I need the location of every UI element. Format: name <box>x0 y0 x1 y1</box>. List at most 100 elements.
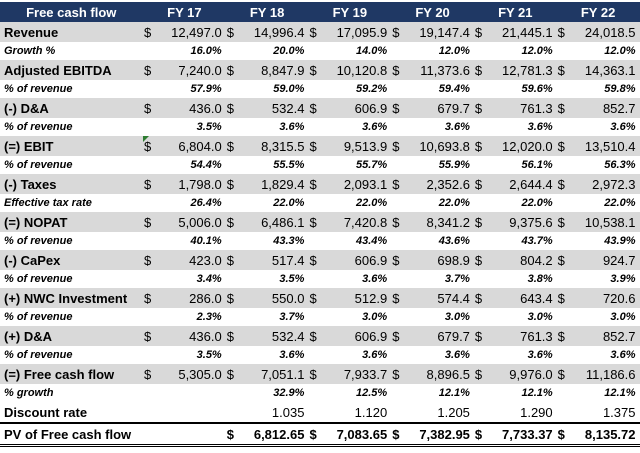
currency-symbol: $ <box>473 136 488 156</box>
cell-value: 8,315.5 <box>238 136 309 156</box>
cell-value: 606.9 <box>321 326 392 346</box>
currency-symbol <box>225 194 239 212</box>
cell-value: 517.4 <box>238 250 309 270</box>
cell-value: 3.6% <box>238 118 309 136</box>
currency-symbol <box>308 270 322 288</box>
currency-symbol: $ <box>391 326 405 346</box>
currency-symbol <box>142 308 157 326</box>
table-row: % of revenue 3.4% 3.5% 3.6% 3.7% 3.8% 3.9% <box>0 270 640 288</box>
cell-value: 32.9% <box>238 384 309 402</box>
cell-value: 43.7% <box>487 232 557 250</box>
cell-value: 14,996.4 <box>238 22 309 42</box>
currency-symbol: $ <box>556 326 570 346</box>
cell-value: 7,382.95 <box>404 422 474 447</box>
cell-value: 13,510.4 <box>569 136 640 156</box>
currency-symbol: $ <box>225 326 239 346</box>
row-label: % of revenue <box>0 346 143 364</box>
year-header: FY 21 <box>473 2 558 22</box>
currency-symbol: $ <box>142 136 157 156</box>
currency-symbol: $ <box>225 288 239 308</box>
cell-value: 59.6% <box>487 80 557 98</box>
currency-symbol: $ <box>308 326 322 346</box>
cell-value: 12.1% <box>569 384 640 402</box>
currency-symbol <box>556 194 570 212</box>
cell-value: 12.0% <box>404 42 474 60</box>
cell-value: 12.1% <box>487 384 557 402</box>
cell-value: 22.0% <box>238 194 309 212</box>
row-label: % of revenue <box>0 80 143 98</box>
currency-symbol <box>473 42 488 60</box>
currency-symbol: $ <box>473 326 488 346</box>
cell-value: 3.6% <box>487 118 557 136</box>
currency-symbol: $ <box>308 22 322 42</box>
cell-value: 3.6% <box>487 346 557 364</box>
currency-symbol <box>308 156 322 174</box>
cell-value: 3.7% <box>238 308 309 326</box>
cell-value: 512.9 <box>321 288 392 308</box>
cell-value: 43.4% <box>321 232 392 250</box>
table-row: % of revenue 3.5% 3.6% 3.6% 3.6% 3.6% 3.6% <box>0 346 640 364</box>
table-row: Adjusted EBITDA $7,240.0 $8,847.9 $10,120.8… <box>0 60 640 80</box>
cell-value: 11,373.6 <box>404 60 474 80</box>
year-header: FY 18 <box>225 2 309 22</box>
currency-symbol <box>473 270 488 288</box>
currency-symbol <box>473 194 488 212</box>
cell-value: 12,020.0 <box>487 136 557 156</box>
currency-symbol: $ <box>391 422 405 447</box>
currency-symbol <box>473 118 488 136</box>
cell-value: 532.4 <box>238 326 309 346</box>
currency-symbol: $ <box>225 60 239 80</box>
currency-symbol: $ <box>556 136 570 156</box>
cell-value: 2,093.1 <box>321 174 392 194</box>
currency-symbol <box>391 384 405 402</box>
cell-value: 12,781.3 <box>487 60 557 80</box>
currency-symbol <box>308 232 322 250</box>
cell-value: 12.1% <box>404 384 474 402</box>
currency-symbol <box>391 80 405 98</box>
row-label: (=) Free cash flow <box>0 364 143 384</box>
row-label: % of revenue <box>0 270 143 288</box>
currency-symbol: $ <box>556 422 570 447</box>
cell-value: 804.2 <box>487 250 557 270</box>
cell-value: 643.4 <box>487 288 557 308</box>
currency-symbol: $ <box>391 364 405 384</box>
currency-symbol <box>225 232 239 250</box>
currency-symbol: $ <box>142 60 157 80</box>
currency-symbol <box>308 346 322 364</box>
currency-symbol <box>225 42 239 60</box>
currency-symbol <box>556 384 570 402</box>
currency-symbol: $ <box>556 250 570 270</box>
table-title: Free cash flow <box>0 2 144 22</box>
currency-symbol: $ <box>473 60 488 80</box>
cell-value: 22.0% <box>321 194 392 212</box>
cell-value: 12.0% <box>487 42 557 60</box>
currency-symbol: $ <box>142 212 157 232</box>
currency-symbol <box>556 42 570 60</box>
cell-value: 698.9 <box>404 250 474 270</box>
table-row: (-) CaPex $423.0 $517.4 $606.9 $698.9 $804.2 $… <box>0 250 640 270</box>
cell-value: 3.6% <box>404 118 474 136</box>
cell-value: 57.9% <box>156 80 226 98</box>
cell-value: 43.6% <box>404 232 474 250</box>
cell-value: 6,804.0 <box>156 136 226 156</box>
table-row: Effective tax rate 26.4% 22.0% 22.0% 22.0% 22… <box>0 194 640 212</box>
cell-value: 3.9% <box>569 270 640 288</box>
row-label: % growth <box>0 384 143 402</box>
currency-symbol: $ <box>142 98 157 118</box>
cell-value: 22.0% <box>404 194 474 212</box>
cell-value: 40.1% <box>156 232 226 250</box>
currency-symbol: $ <box>142 288 157 308</box>
currency-symbol <box>142 42 157 60</box>
currency-symbol <box>142 232 157 250</box>
currency-symbol: $ <box>225 174 239 194</box>
currency-symbol: $ <box>556 174 570 194</box>
currency-symbol <box>225 156 239 174</box>
cell-value: 6,486.1 <box>238 212 309 232</box>
currency-symbol <box>391 156 405 174</box>
cell-value: 574.4 <box>404 288 474 308</box>
year-header: FY 20 <box>391 2 475 22</box>
currency-symbol: $ <box>391 22 405 42</box>
cell-value: 54.4% <box>156 156 226 174</box>
table-row: % growth 32.9% 12.5% 12.1% 12.1% 12.1% <box>0 384 640 402</box>
cell-value: 9,513.9 <box>321 136 392 156</box>
